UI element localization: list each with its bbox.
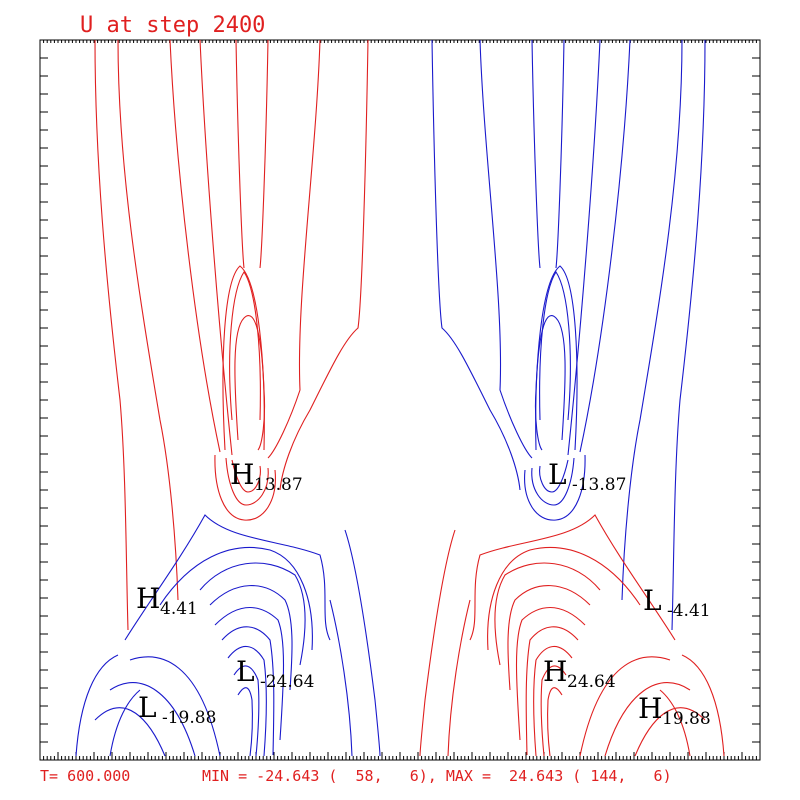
contour-line-positive	[229, 271, 261, 421]
contour-line-negative	[579, 39, 631, 453]
contour-line-positive	[225, 457, 269, 506]
extremum-letter: H	[230, 458, 254, 491]
contour-line-positive	[447, 599, 471, 757]
contour-line-positive	[169, 39, 221, 453]
contour-line-positive	[267, 39, 321, 459]
contour-line-positive	[279, 39, 369, 491]
contour-line-negative	[539, 271, 571, 421]
extremum-value: -19.88	[162, 708, 216, 728]
contour-line-negative	[233, 665, 260, 757]
extremum-label: L -13.87	[548, 458, 626, 495]
contour-line-positive	[659, 689, 691, 757]
contour-line-negative	[539, 459, 569, 493]
contour-line-positive	[487, 546, 641, 651]
extremum-label: H 4.41	[136, 582, 198, 619]
contour-line-negative	[214, 607, 285, 741]
contour-line-positive	[525, 626, 579, 756]
contour-line-positive	[681, 654, 725, 757]
contour-line-positive	[469, 514, 676, 641]
contour-line-positive	[540, 665, 567, 757]
contour-line-negative	[75, 654, 119, 757]
extremum-letter: L	[236, 655, 255, 688]
contour-line-positive	[235, 39, 245, 269]
extremum-label: H 19.88	[638, 692, 711, 729]
contour-line-negative	[567, 39, 601, 456]
contour-line-negative	[344, 529, 381, 757]
contour-line-negative	[431, 39, 521, 491]
contour-line-positive	[117, 39, 179, 601]
extremum-letter: L	[138, 691, 157, 724]
extremum-value: 24.64	[567, 672, 616, 692]
contour-line-positive	[231, 459, 261, 493]
contour-line-positive	[634, 707, 706, 757]
extremum-letter: H	[136, 582, 160, 615]
footer-minmax: MIN = -24.643 ( 58, 6), MAX = 24.643 ( 1…	[202, 767, 672, 785]
contour-line-negative	[555, 39, 565, 269]
extremum-letter: H	[543, 655, 567, 688]
contour-line-negative	[535, 265, 578, 451]
contour-line-positive	[547, 687, 563, 757]
extremum-value: -13.87	[572, 475, 626, 495]
contour-line-positive	[214, 454, 276, 521]
extremum-letter: H	[638, 692, 662, 725]
contour-line-positive	[507, 585, 591, 691]
contour-lines	[75, 39, 725, 757]
extremum-value: 13.87	[254, 475, 303, 495]
contour-line-negative	[479, 39, 533, 459]
contour-line-negative	[129, 656, 221, 757]
contour-line-positive	[533, 646, 573, 757]
contour-line-negative	[621, 39, 683, 601]
contour-line-negative	[227, 646, 267, 757]
extremum-letter: L	[643, 584, 662, 617]
extremum-value: -4.41	[667, 601, 711, 621]
contour-line-negative	[109, 682, 196, 757]
contour-line-negative	[209, 585, 293, 691]
extremum-value: 19.88	[662, 709, 711, 729]
contour-line-positive	[94, 39, 129, 631]
contour-line-positive	[222, 265, 265, 451]
contour-line-negative	[524, 454, 586, 521]
extremum-label: H 13.87	[230, 458, 303, 495]
contour-line-positive	[515, 607, 586, 741]
contour-line-positive	[604, 682, 691, 757]
contour-line-negative	[671, 39, 706, 631]
contour-line-negative	[199, 562, 306, 666]
plot-frame	[39, 39, 761, 761]
contour-line-positive	[579, 656, 671, 757]
contour-line-negative	[237, 687, 253, 757]
extremum-value: -24.64	[260, 672, 314, 692]
footer-time: T= 600.000	[40, 767, 130, 785]
contour-line-positive	[419, 529, 456, 757]
extremum-label: H 24.64	[543, 655, 616, 692]
contour-line-positive	[199, 39, 233, 456]
contour-line-negative	[531, 39, 541, 269]
plot-title: U at step 2400	[80, 13, 265, 38]
contour-line-negative	[94, 707, 166, 757]
contour-line-negative	[531, 457, 575, 506]
contour-line-negative	[109, 689, 141, 757]
axis-ticks	[39, 39, 761, 761]
extrema-labels: H 13.87 L -13.87H 4.41 L -4.41L -24.64 H 24.64L -1…	[136, 458, 711, 729]
contour-line-negative	[221, 626, 275, 756]
extremum-value: 4.41	[160, 599, 198, 619]
extremum-label: L -19.88	[138, 691, 216, 728]
contour-line-positive	[494, 562, 601, 666]
extremum-label: L -4.41	[643, 584, 711, 621]
contour-line-negative	[329, 599, 353, 757]
contour-line-negative	[124, 514, 331, 641]
extremum-label: L -24.64	[236, 655, 314, 692]
extremum-letter: L	[548, 458, 567, 491]
contour-line-positive	[259, 39, 269, 269]
contour-line-negative	[159, 546, 313, 651]
